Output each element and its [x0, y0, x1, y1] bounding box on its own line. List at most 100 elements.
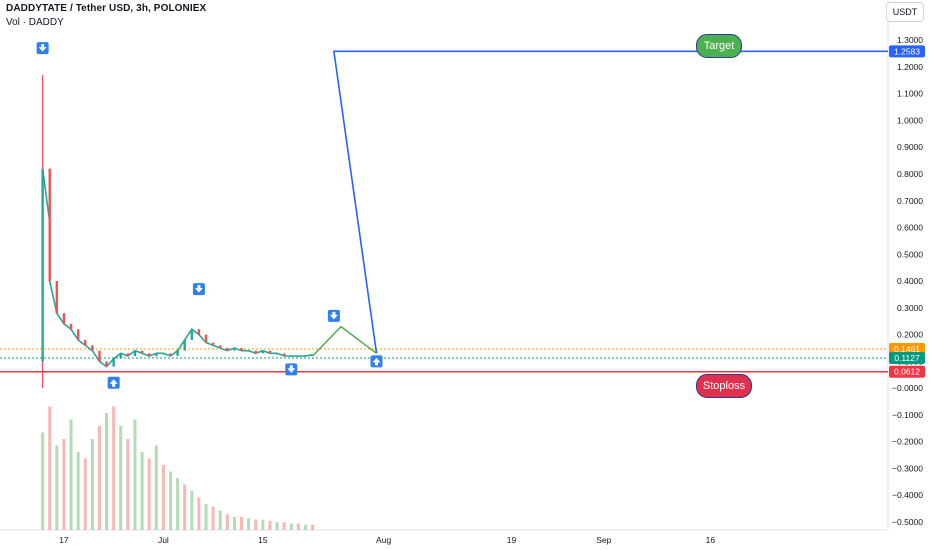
volume-bar: [183, 484, 187, 530]
volume-bar: [69, 419, 73, 530]
volume-bar: [126, 439, 130, 530]
price-candle: [204, 334, 208, 343]
volume-bar: [311, 524, 315, 530]
volume-indicator-label[interactable]: Vol · DADDY: [6, 17, 64, 28]
price-candle: [304, 356, 307, 358]
price-candle: [197, 329, 201, 335]
volume-bar: [168, 471, 172, 530]
price-candle: [140, 350, 144, 354]
volume-bar: [161, 465, 165, 530]
volume-bar: [254, 519, 258, 530]
volume-bar: [247, 518, 251, 530]
projection-line: [312, 325, 377, 357]
price-candle: [190, 329, 194, 340]
price-candle: [226, 347, 229, 351]
x-tick-label: Sep: [596, 535, 611, 545]
volume-bar: [133, 419, 137, 530]
volume-bar: [240, 517, 244, 530]
arrow-down-marker-icon: [36, 42, 49, 55]
price-candle: [297, 356, 300, 358]
volume-bar: [303, 524, 307, 530]
price-badge: [889, 351, 925, 364]
volume-bar: [204, 504, 208, 530]
price-candle: [126, 353, 130, 357]
y-tick-label: 0.6000: [897, 223, 923, 233]
target-label: Target: [696, 34, 742, 58]
y-tick-label: −0.2000: [892, 437, 923, 447]
volume-bar: [176, 478, 180, 530]
price-candle: [290, 356, 293, 358]
volume-bar: [282, 522, 286, 530]
symbol-title: DADDYTATE / Tether USD, 3h, POLONIEX: [6, 3, 207, 14]
y-tick-label: −0.3000: [892, 463, 923, 473]
y-tick-label: 1.2000: [897, 62, 923, 72]
price-candle: [147, 353, 151, 357]
price-candle: [112, 358, 115, 367]
price-candle: [48, 168, 51, 223]
x-tick-label: 19: [507, 535, 517, 545]
volume-bar: [62, 439, 66, 530]
volume-bar: [147, 458, 151, 530]
price-candle: [69, 323, 73, 330]
x-tick-label: Aug: [376, 535, 391, 545]
x-tick-label: 15: [258, 535, 268, 545]
volume-bar: [154, 445, 158, 530]
y-tick-label: 0.8000: [897, 169, 923, 179]
price-candle: [261, 350, 265, 354]
volume-bar: [112, 406, 116, 530]
volume-bar: [197, 497, 201, 530]
price-candle: [240, 347, 243, 351]
volume-bar: [218, 510, 222, 530]
price-badge-label: 0.1127: [894, 353, 920, 363]
arrow-up-marker-icon: [370, 355, 383, 368]
y-tick-label: 0.3000: [897, 303, 923, 313]
x-tick-label: 16: [706, 535, 716, 545]
price-candle: [211, 342, 215, 346]
price-badge-label: 1.2583: [894, 46, 920, 56]
arrow-down-marker-icon: [327, 309, 340, 322]
price-candle: [91, 345, 94, 351]
y-tick-label: 0.5000: [897, 249, 923, 259]
price-candle: [84, 339, 87, 346]
volume-bar: [119, 426, 123, 530]
price-candle: [48, 222, 51, 282]
price-candle: [282, 353, 286, 357]
price-candle: [219, 345, 222, 348]
volume-bar: [261, 519, 265, 530]
x-tick-label: 17: [59, 535, 69, 545]
volume-bar: [76, 452, 80, 530]
y-tick-label: 0.7000: [897, 196, 923, 206]
volume-bar: [105, 413, 109, 530]
volume-bar: [83, 458, 87, 530]
price-badge: [889, 365, 925, 378]
arrow-down-marker-icon: [192, 283, 205, 296]
currency-button[interactable]: USDT: [886, 2, 924, 22]
y-tick-label: 1.1000: [897, 89, 923, 99]
y-tick-label: −0.1000: [892, 410, 923, 420]
volume-bar: [55, 445, 59, 530]
price-candle: [41, 168, 44, 362]
price-candle: [254, 350, 257, 354]
volume-bar: [90, 439, 94, 530]
x-tick-label: Jul: [158, 535, 169, 545]
y-tick-label: 0.9000: [897, 142, 923, 152]
volume-bar: [97, 426, 101, 530]
price-candle: [233, 347, 236, 351]
volume-bar: [275, 522, 279, 530]
volume-bar: [48, 406, 52, 530]
arrow-up-marker-icon: [107, 376, 120, 389]
price-candle: [105, 361, 108, 367]
price-candle: [133, 350, 137, 357]
volume-bar: [225, 514, 229, 530]
volume-bar: [232, 517, 236, 530]
y-tick-label: −0.5000: [892, 517, 923, 527]
y-tick-label: 0.4000: [897, 276, 923, 286]
price-badge-label: 0.0612: [894, 367, 920, 377]
price-candle: [62, 313, 66, 324]
y-tick-label: −0.4000: [892, 490, 923, 500]
arrow-down-marker-icon: [285, 363, 298, 376]
price-candle: [247, 350, 250, 352]
price-candle: [155, 353, 158, 357]
